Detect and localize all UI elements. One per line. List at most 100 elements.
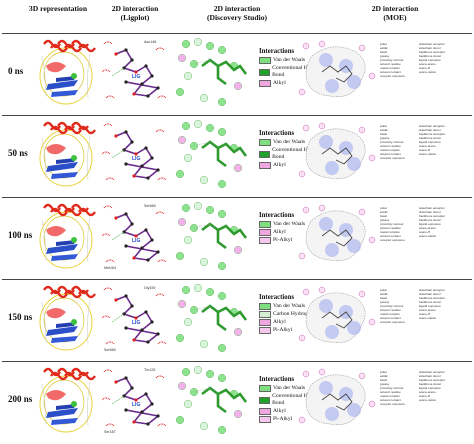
ligplot-label: Ser666 — [104, 348, 116, 352]
protein-3d-image — [34, 36, 98, 110]
moe-legend-row: solvent residue arene-arene — [380, 390, 458, 394]
row-3: 150 ns LIG Gly159 Ser666 Interactions Van der… — [2, 279, 472, 358]
moe-legend-row: solvent residue arene-arene — [380, 226, 458, 230]
moe-legend-label: metal complex — [380, 230, 400, 234]
legend-label: Pi-Alkyl — [273, 327, 293, 333]
moe-legend-row: receptor exposure — [380, 402, 458, 406]
moe-legend-row: greasy backbone donor — [380, 136, 458, 140]
legend-item: Van der Waals — [259, 139, 334, 146]
moe-diagram: polar sidechain acceptor acidic sidechain d… — [292, 364, 470, 438]
moe-legend-label: arene-cation — [419, 398, 437, 402]
moe-legend-label: metal complex — [380, 66, 400, 70]
moe-legend-label: basic — [380, 378, 388, 382]
ligplot-label: Asn146 — [144, 40, 157, 44]
moe-legend-label: greasy — [380, 54, 390, 58]
moe-legend-label: polar — [380, 288, 387, 292]
moe-legend-label: solvent contact — [380, 398, 401, 402]
moe-legend-label: backbone donor — [419, 382, 442, 386]
moe-legend-label: solvent residue — [380, 308, 401, 312]
moe-legend-label — [419, 156, 458, 160]
moe-legend-label: acidic — [380, 128, 388, 132]
time-label: 150 ns — [8, 312, 33, 322]
legend-item: Conventional Hydrogen Bond — [259, 147, 334, 161]
moe-legend-row: acidic sidechain donor — [380, 374, 458, 378]
ligplot-diagram: LIG — [102, 118, 172, 192]
moe-legend-label: basic — [380, 50, 388, 54]
moe-legend-row: proximity contour ligand exposure — [380, 386, 458, 390]
time-label: 50 ns — [8, 148, 28, 158]
moe-legend-row: metal complex arene-H — [380, 66, 458, 70]
moe-legend-label: arene-H — [419, 148, 431, 152]
legend-label: Van der Waals — [273, 139, 306, 145]
moe-legend-row: solvent contact arene-cation — [380, 234, 458, 238]
moe-legend-label: backbone acceptor — [419, 378, 446, 382]
legend-label: Van der Waals — [273, 303, 306, 309]
legend-label: Alkyl — [273, 229, 286, 235]
legend-label: Alkyl — [273, 408, 286, 414]
moe-legend-label: polar — [380, 124, 387, 128]
legend-swatch — [259, 327, 271, 334]
legend-item: Pi-Alkyl — [259, 237, 305, 244]
moe-legend-label: basic — [380, 296, 388, 300]
moe-legend-row: polar sidechain acceptor — [380, 42, 458, 46]
ligplot-diagram: LIG Thr125 Ser187 — [102, 364, 172, 438]
moe-legend-label: sidechain donor — [419, 210, 441, 214]
legend-swatch — [259, 80, 271, 87]
legend-item: Conventional Hydrogen Bond — [259, 65, 334, 79]
moe-legend-row: acidic sidechain donor — [380, 292, 458, 296]
discovery-studio-diagram: Interactions Van der Waals Conventional Hy… — [174, 36, 334, 110]
moe-legend-label: solvent residue — [380, 226, 401, 230]
moe-legend-label — [419, 320, 458, 324]
moe-legend-row: greasy backbone donor — [380, 382, 458, 386]
moe-legend-label: backbone acceptor — [419, 132, 446, 136]
moe-legend-label: proximity contour — [380, 140, 404, 144]
legend-swatch — [259, 416, 271, 423]
moe-legend: polar sidechain acceptor acidic sidechain d… — [380, 370, 458, 406]
moe-legend-label: arene-cation — [419, 316, 437, 320]
legend-swatch — [259, 221, 271, 228]
protein-3d-image — [34, 364, 98, 438]
moe-legend: polar sidechain acceptor acidic sidechain d… — [380, 206, 458, 242]
ligplot-label: Ser187 — [104, 430, 116, 434]
discovery-studio-diagram: Interactions Van der Waals Conventional Hy… — [174, 364, 334, 438]
moe-legend-label: receptor exposure — [380, 74, 405, 78]
moe-legend: polar sidechain acceptor acidic sidechain d… — [380, 42, 458, 78]
legend-swatch — [259, 385, 271, 392]
moe-legend-row: acidic sidechain donor — [380, 128, 458, 132]
moe-legend-label: ligand exposure — [419, 304, 441, 308]
moe-legend-row: metal complex arene-H — [380, 230, 458, 234]
moe-legend-label: sidechain donor — [419, 292, 441, 296]
moe-legend-label: acidic — [380, 46, 388, 50]
legend-item: Alkyl — [259, 229, 305, 236]
moe-legend-row: basic backbone acceptor — [380, 214, 458, 218]
moe-legend-label: acidic — [380, 374, 388, 378]
moe-legend-row: proximity contour ligand exposure — [380, 140, 458, 144]
ligplot-diagram: LIG Ser666 Met164 — [102, 200, 172, 274]
moe-legend-label: backbone donor — [419, 218, 442, 222]
row-4: 200 ns LIG Thr125 Ser187 Interactions Van der… — [2, 361, 472, 440]
moe-legend-row: receptor exposure — [380, 156, 458, 160]
moe-legend-row: solvent residue arene-arene — [380, 308, 458, 312]
moe-legend-label: sidechain acceptor — [419, 124, 445, 128]
legend-label: Conventional Hydrogen Bond — [272, 147, 327, 160]
ligplot-label: LIG — [132, 156, 141, 162]
legend-title: Interactions — [259, 294, 295, 301]
moe-legend-label: greasy — [380, 300, 390, 304]
legend-label: Alkyl — [273, 80, 286, 86]
moe-legend-label: backbone acceptor — [419, 214, 446, 218]
header-moe: 2D interaction (MOE) — [371, 4, 419, 22]
moe-legend-label: acidic — [380, 292, 388, 296]
moe-legend-label: solvent contact — [380, 234, 401, 238]
moe-legend-label: solvent residue — [380, 144, 401, 148]
legend-label: Conventional Hydrogen Bond — [272, 65, 327, 78]
legend-label: Alkyl — [273, 162, 286, 168]
moe-legend-row: polar sidechain acceptor — [380, 288, 458, 292]
row-1: 50 ns LIG Interactions Van der Waals Convent… — [2, 115, 472, 194]
moe-legend-label: acidic — [380, 210, 388, 214]
legend-item: Alkyl — [259, 408, 334, 415]
legend-swatch — [259, 68, 271, 76]
discovery-studio-diagram: Interactions Van der Waals Conventional Hy… — [174, 118, 334, 192]
moe-legend-label: solvent contact — [380, 316, 401, 320]
moe-legend-label: sidechain acceptor — [419, 42, 445, 46]
